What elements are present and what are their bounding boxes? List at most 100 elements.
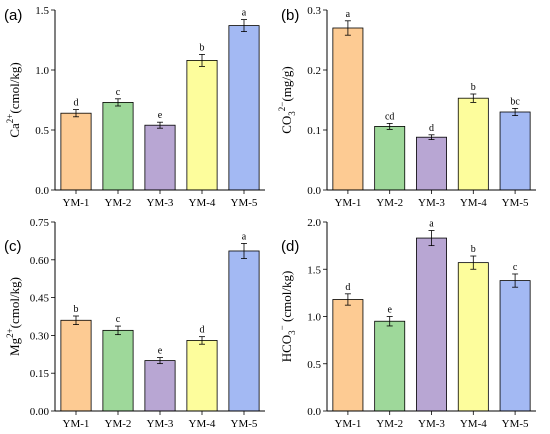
y-tick-label: 0.60 (30, 255, 50, 267)
x-tick-label: YM-2 (376, 197, 403, 209)
error-bar (470, 255, 477, 270)
significance-letter: cd (385, 111, 394, 122)
x-tick-label: YM-5 (231, 418, 258, 430)
significance-letter: c (116, 314, 121, 325)
y-tick-label: 0.00 (30, 406, 50, 418)
y-tick-label: 0.5 (35, 125, 49, 137)
x-tick-label: YM-1 (334, 418, 361, 430)
y-tick-label: 0.2 (307, 65, 321, 77)
y-tick-label: 0.1 (307, 125, 321, 137)
bar-YM-1 (60, 319, 92, 412)
significance-letter: a (346, 9, 351, 20)
x-tick-label: YM-4 (460, 197, 487, 209)
x-tick-label: YM-5 (502, 197, 529, 209)
significance-letter: a (242, 231, 247, 242)
bar-YM-4 (186, 60, 218, 191)
significance-letter: b (471, 82, 476, 93)
panel-d: (d) d YM-1 e YM-2 a YM-3 b YM-4 c YM-5 0.0 0.5 1.0 1.5… (277, 217, 536, 430)
y-tick-label: 0.5 (307, 359, 321, 371)
error-bar (199, 54, 205, 67)
x-tick-label: YM-1 (63, 197, 90, 209)
x-tick-label: YM-1 (63, 418, 90, 430)
bar-YM-1 (332, 299, 364, 412)
bar-YM-4 (457, 262, 489, 412)
bar-YM-5 (499, 280, 531, 412)
error-bar (115, 98, 121, 107)
x-tick-label: YM-3 (147, 197, 174, 209)
panel-label: (d) (281, 238, 299, 255)
y-tick-label: 2.0 (307, 217, 321, 229)
error-bar (470, 93, 477, 103)
error-bar (241, 243, 247, 259)
error-bar (241, 19, 247, 33)
panel-label: (a) (4, 7, 22, 24)
significance-letter: e (158, 346, 163, 357)
x-tick-label: YM-5 (231, 197, 258, 209)
y-tick-label: 1.0 (307, 312, 321, 324)
x-tick-label: YM-2 (105, 197, 132, 209)
error-bar (512, 108, 519, 116)
significance-letter: b (471, 244, 476, 255)
bar-YM-3 (416, 237, 447, 412)
error-bar (73, 315, 79, 325)
error-bar (199, 336, 205, 345)
x-tick-label: YM-4 (189, 197, 216, 209)
x-tick-label: YM-2 (105, 418, 132, 430)
y-axis-label: CO32−(mg/g) (277, 66, 297, 134)
error-bar (344, 293, 351, 306)
y-tick-label: 0.3 (307, 5, 321, 17)
panel-a: (a) d YM-1 c YM-2 e YM-3 b YM-4 a YM-5 0.0 0.5 1.0 1.5… (4, 5, 265, 209)
y-tick-label: 1.0 (35, 65, 49, 77)
significance-letter: e (158, 110, 163, 121)
error-bar (115, 325, 121, 336)
y-tick-label: 1.5 (307, 264, 321, 276)
x-tick-label: YM-4 (460, 418, 487, 430)
significance-letter: d (74, 98, 79, 109)
bar-YM-2 (374, 126, 406, 191)
error-bar (157, 357, 163, 365)
error-bar (157, 121, 163, 129)
y-tick-label: 0.15 (30, 368, 50, 380)
x-tick-label: YM-3 (418, 197, 445, 209)
bar-YM-1 (60, 112, 92, 191)
bar-YM-4 (186, 340, 218, 412)
significance-letter: b (200, 42, 205, 53)
y-tick-label: 0.75 (30, 217, 50, 229)
panel-label: (b) (281, 7, 299, 24)
y-tick-label: 0.30 (30, 330, 50, 342)
panel-label: (c) (4, 238, 22, 255)
bar-YM-5 (228, 250, 260, 412)
significance-letter: c (513, 262, 518, 273)
x-tick-label: YM-1 (334, 197, 361, 209)
bar-YM-3 (416, 136, 447, 191)
error-bar (428, 230, 435, 247)
x-tick-label: YM-5 (502, 418, 529, 430)
y-tick-label: 0.0 (307, 185, 321, 197)
bar-YM-3 (144, 124, 176, 191)
bar-YM-1 (332, 27, 364, 191)
significance-letter: d (429, 123, 434, 134)
y-axis-label: Ca2+(cmol/kg) (5, 62, 22, 137)
significance-letter: a (429, 219, 434, 230)
bar-YM-2 (102, 329, 134, 412)
panel-c: (c) b YM-1 c YM-2 e YM-3 d YM-4 a YM-5 0.00 0.15 0.30… (4, 217, 265, 430)
significance-letter: bc (510, 96, 520, 107)
bar-YM-4 (457, 97, 489, 191)
y-tick-label: 0.0 (307, 406, 321, 418)
bar-YM-2 (374, 320, 406, 412)
x-tick-label: YM-3 (418, 418, 445, 430)
panel-b: (b) a YM-1 cd YM-2 d YM-3 b YM-4 bc YM-5 0.0 0.1 0.2 0… (277, 5, 536, 209)
x-tick-label: YM-3 (147, 418, 174, 430)
error-bar (428, 134, 435, 141)
y-axis-label: Mg2+(cmol/kg) (5, 277, 22, 356)
error-bar (386, 316, 393, 327)
y-tick-label: 1.5 (35, 5, 49, 17)
bar-YM-5 (228, 25, 260, 191)
bar-YM-5 (499, 111, 531, 191)
y-tick-label: 0.45 (30, 293, 50, 305)
significance-letter: e (387, 305, 392, 316)
error-bar (512, 273, 519, 288)
bar-YM-3 (144, 360, 176, 412)
x-tick-label: YM-2 (376, 418, 403, 430)
significance-letter: a (242, 8, 247, 19)
